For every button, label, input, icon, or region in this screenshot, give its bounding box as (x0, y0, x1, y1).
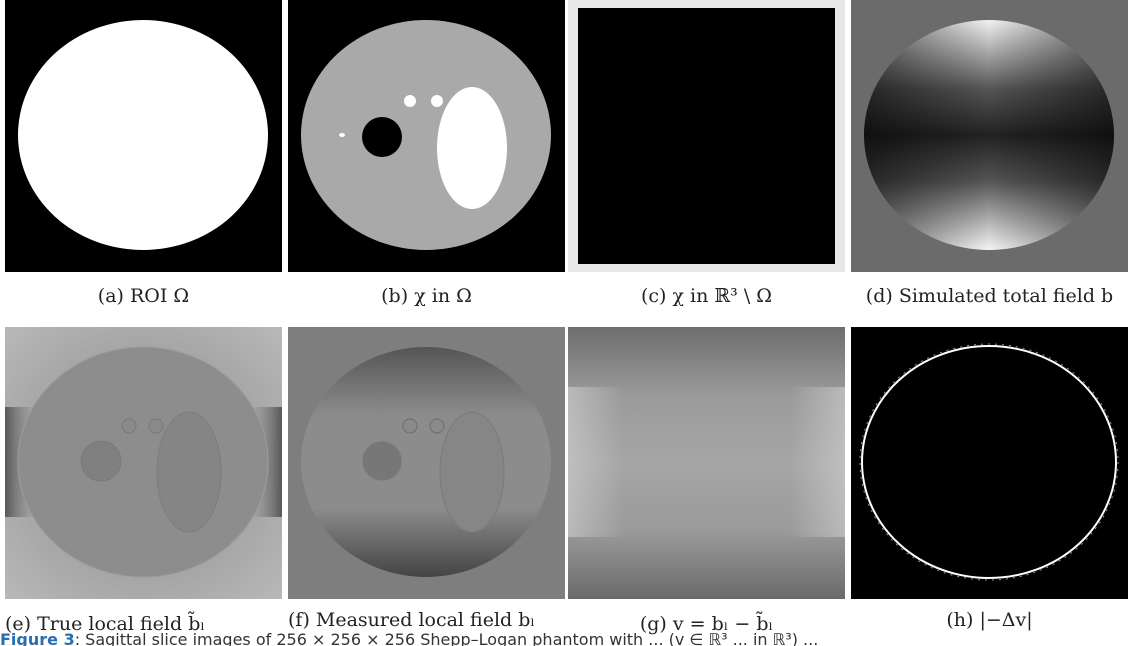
caption-h-text: |−Δv| (979, 609, 1033, 631)
panel-h-laplacian-image (851, 327, 1128, 599)
caption-a-label: (a) (97, 285, 124, 307)
caption-a: (a) ROI Ω (5, 284, 282, 308)
caption-e-label: (e) (5, 613, 32, 635)
figure-caption-text: : Sagittal slice images of 256 × 256 × 2… (74, 630, 819, 646)
caption-d-text: Simulated total field b (898, 285, 1114, 307)
caption-c-text: χ in ℝ³ \ Ω (672, 285, 773, 307)
caption-e: (e) True local field b̃ₗ (5, 612, 275, 636)
panel-c-chi-outside-image (568, 0, 845, 272)
background-field-image (568, 327, 845, 599)
figure-caption: Figure 3: Sagittal slice images of 256 ×… (0, 630, 1132, 646)
caption-b-label: (b) (381, 285, 409, 307)
caption-c: (c) χ in ℝ³ \ Ω (568, 284, 845, 308)
measured-local-field-image (288, 327, 565, 599)
caption-f-label: (f) (288, 609, 310, 631)
susceptibility-outside-image (568, 0, 845, 272)
caption-f: (f) Measured local field bₗ (288, 608, 565, 632)
laplacian-image (851, 327, 1128, 599)
figure-caption-label: Figure 3 (0, 630, 75, 646)
caption-a-text: ROI Ω (130, 285, 190, 307)
panel-f-measured-local-field-image (288, 327, 565, 599)
caption-g-text: v = bₗ − b̃ₗ (672, 613, 774, 635)
caption-e-text: True local field b̃ₗ (37, 613, 205, 635)
true-local-field-image (5, 327, 282, 599)
panel-d-total-field-image (851, 0, 1128, 272)
susceptibility-inside-image (288, 0, 565, 272)
caption-h-label: (h) (946, 609, 974, 631)
caption-b-text: χ in Ω (414, 285, 472, 307)
caption-g-label: (g) (639, 613, 667, 635)
panel-g-background-field-image (568, 327, 845, 599)
caption-g: (g) v = bₗ − b̃ₗ (568, 612, 845, 636)
total-field-image (851, 0, 1128, 272)
caption-d: (d) Simulated total field b (851, 284, 1128, 308)
caption-c-label: (c) (640, 285, 667, 307)
caption-d-label: (d) (865, 285, 893, 307)
panel-b-chi-in-omega-image (288, 0, 565, 272)
caption-h: (h) |−Δv| (851, 608, 1128, 632)
panel-e-true-local-field-image (5, 327, 282, 599)
panel-a-roi-image (5, 0, 282, 272)
caption-f-text: Measured local field bₗ (315, 609, 536, 631)
caption-b: (b) χ in Ω (288, 284, 565, 308)
roi-mask-image (5, 0, 282, 272)
